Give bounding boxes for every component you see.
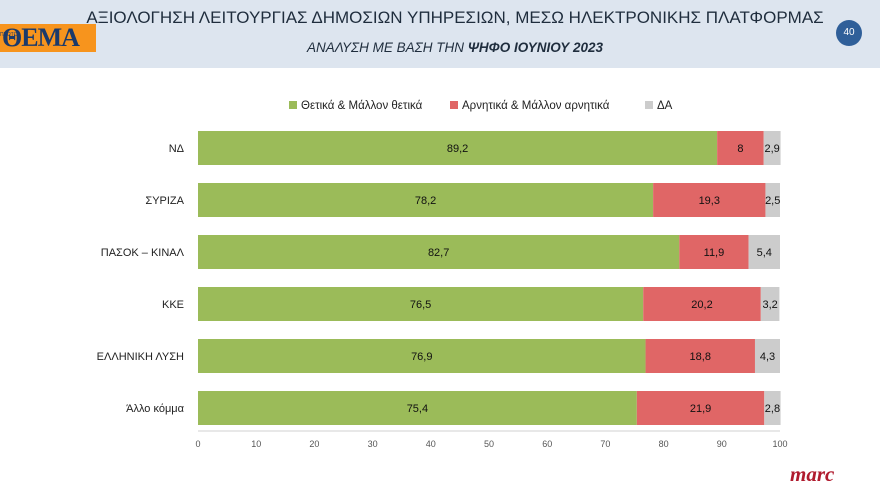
bar-segment xyxy=(198,131,718,165)
x-tick-label: 70 xyxy=(600,439,610,449)
data-label: 8 xyxy=(737,143,743,155)
bar-segment xyxy=(679,235,749,269)
data-label: 76,5 xyxy=(410,299,431,311)
logo-text: ΘΕΜΑ xyxy=(2,23,80,52)
data-label: 78,2 xyxy=(415,195,436,207)
data-label: 2,5 xyxy=(765,195,780,207)
data-label: 3,2 xyxy=(762,299,777,311)
bar-segment xyxy=(765,183,780,217)
x-tick-label: 0 xyxy=(195,439,200,449)
legend-swatch xyxy=(645,101,653,109)
category-label: ΕΛΛΗΝΙΚΗ ΛΥΣΗ xyxy=(97,351,184,363)
data-label: 2,8 xyxy=(765,403,780,415)
data-label: 76,9 xyxy=(411,351,432,363)
bar-segment xyxy=(636,391,765,425)
x-tick-label: 60 xyxy=(542,439,552,449)
bar-segment xyxy=(754,339,780,373)
bar-segment xyxy=(760,287,780,321)
x-tick-label: 80 xyxy=(659,439,669,449)
bar-segment xyxy=(645,339,755,373)
x-tick-label: 10 xyxy=(251,439,261,449)
bar-segment xyxy=(198,287,644,321)
legend-label: Αρνητικά & Μάλλον αρνητικά xyxy=(462,100,610,112)
header-bar: ΠΡΩΤΟ ΘΕΜΑ ΑΞΙΟΛΟΓΗΣΗ ΛΕΙΤΟΥΡΓΙΑΣ ΔΗΜΟΣΙ… xyxy=(0,0,880,68)
bar-segment xyxy=(653,183,766,217)
bar-segment xyxy=(764,391,781,425)
data-label: 2,9 xyxy=(764,143,779,155)
legend-swatch xyxy=(450,101,458,109)
data-label: 20,2 xyxy=(691,299,712,311)
brand-logo: marc xyxy=(790,462,835,486)
legend-swatch xyxy=(289,101,297,109)
category-label: ΣΥΡΙΖΑ xyxy=(145,195,184,207)
page-title: ΑΞΙΟΛΟΓΗΣΗ ΛΕΙΤΟΥΡΓΙΑΣ ΔΗΜΟΣΙΩΝ ΥΠΗΡΕΣΙΩ… xyxy=(86,8,824,27)
bar-segment xyxy=(198,183,654,217)
bar-segment xyxy=(717,131,764,165)
legend-label: ΔΑ xyxy=(657,100,673,112)
data-label: 21,9 xyxy=(690,403,711,415)
category-label: ΠΑΣΟΚ – ΚΙΝΑΛ xyxy=(101,247,185,259)
page-number-badge: 40 xyxy=(836,20,862,46)
x-tick-label: 90 xyxy=(717,439,727,449)
data-label: 5,4 xyxy=(757,247,772,259)
category-label: Άλλο κόμμα xyxy=(126,403,185,415)
data-label: 11,9 xyxy=(704,247,725,259)
x-tick-label: 30 xyxy=(368,439,378,449)
bar-segment xyxy=(198,391,637,425)
category-label: ΚΚΕ xyxy=(162,299,184,311)
subtitle-bold: ΨΗΦΟ ΙΟΥΝΙΟΥ 2023 xyxy=(467,40,603,55)
page-subtitle: ΑΝΑΛΥΣΗ ΜΕ ΒΑΣΗ ΤΗΝ ΨΗΦΟ ΙΟΥΝΙΟΥ 2023 xyxy=(60,40,850,55)
x-tick-label: 50 xyxy=(484,439,494,449)
bar-segment xyxy=(643,287,761,321)
bar-segment xyxy=(198,339,646,373)
x-tick-label: 100 xyxy=(772,439,787,449)
logo: ΠΡΩΤΟ ΘΕΜΑ xyxy=(0,24,96,52)
data-label: 75,4 xyxy=(407,403,428,415)
bar-segment xyxy=(748,235,780,269)
data-label: 89,2 xyxy=(447,143,468,155)
x-tick-label: 20 xyxy=(309,439,319,449)
data-label: 82,7 xyxy=(428,247,449,259)
data-label: 19,3 xyxy=(699,195,720,207)
x-tick-label: 40 xyxy=(426,439,436,449)
category-label: ΝΔ xyxy=(169,143,185,155)
subtitle-prefix: ΑΝΑΛΥΣΗ ΜΕ ΒΑΣΗ ΤΗΝ xyxy=(307,40,468,55)
bar-segment xyxy=(198,235,680,269)
legend-label: Θετικά & Μάλλον θετικά xyxy=(301,100,423,112)
data-label: 4,3 xyxy=(760,351,775,363)
data-label: 18,8 xyxy=(690,351,711,363)
bar-segment xyxy=(763,131,781,165)
